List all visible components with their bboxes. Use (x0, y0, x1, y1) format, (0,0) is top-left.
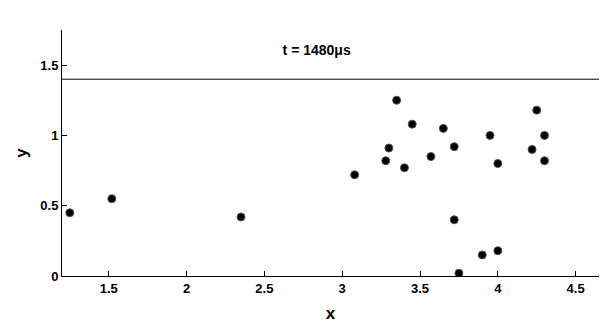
svg-text:2.5: 2.5 (255, 281, 273, 296)
svg-text:3: 3 (339, 281, 346, 296)
svg-text:t = 1480μs: t = 1480μs (283, 42, 351, 58)
svg-text:y: y (12, 148, 31, 158)
svg-text:4.5: 4.5 (567, 281, 585, 296)
svg-text:3.5: 3.5 (411, 281, 429, 296)
svg-text:2: 2 (183, 281, 190, 296)
svg-text:0: 0 (51, 269, 58, 284)
svg-text:1.5: 1.5 (100, 281, 118, 296)
svg-text:1: 1 (51, 128, 58, 143)
svg-text:1.5: 1.5 (40, 58, 58, 73)
svg-text:0.5: 0.5 (40, 198, 58, 213)
svg-text:x: x (326, 304, 336, 323)
svg-text:4: 4 (494, 281, 502, 296)
